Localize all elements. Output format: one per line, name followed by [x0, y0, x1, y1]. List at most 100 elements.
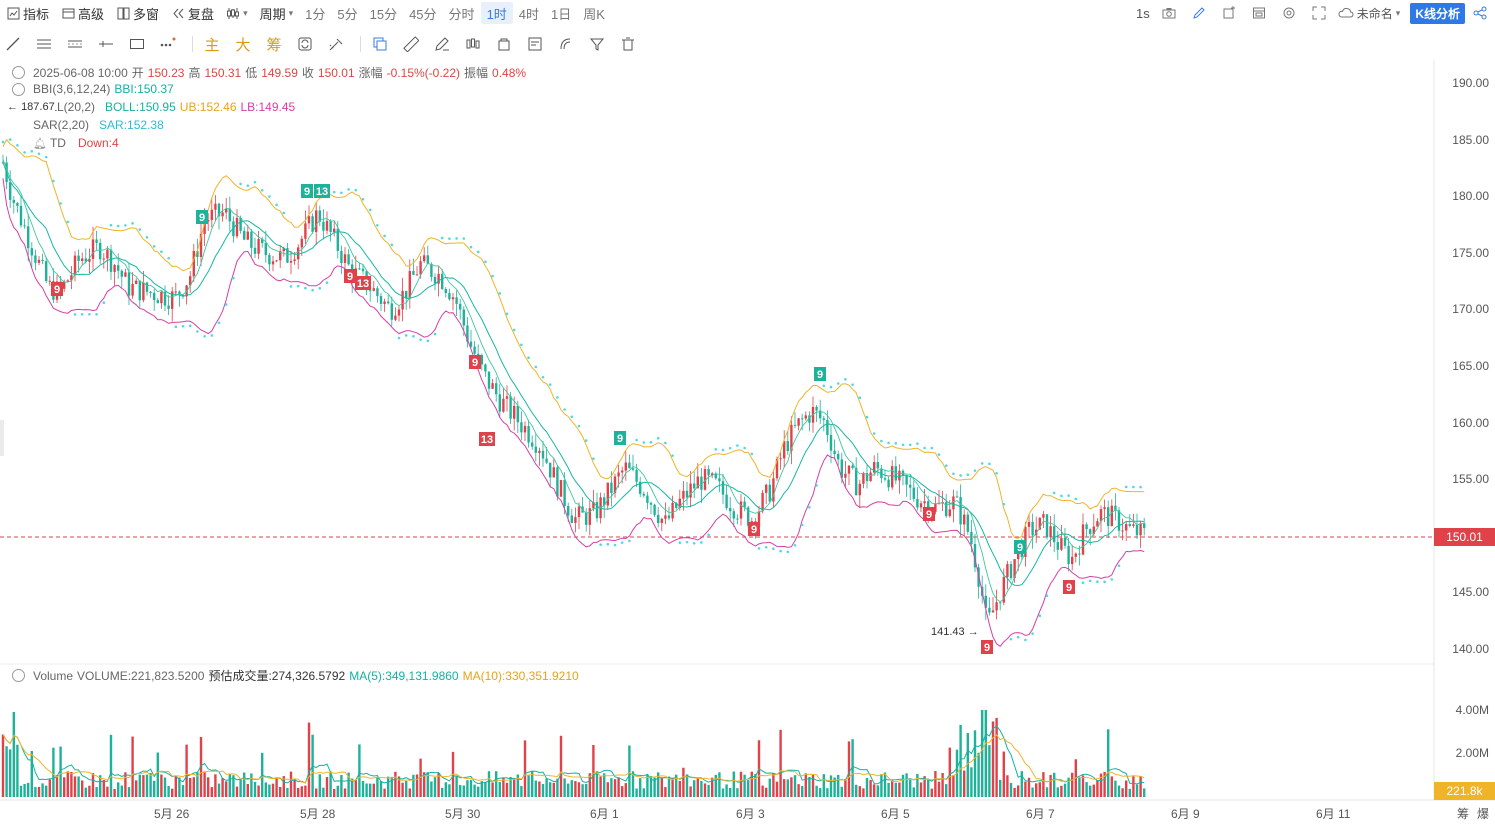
td-marker: 13: [355, 276, 371, 290]
period-tab[interactable]: 4时: [518, 6, 540, 22]
volume-legend: Volume VOLUME:221,823.5200 预估成交量:274,326…: [12, 667, 583, 684]
layout-cloud-dropdown[interactable]: 未命名 ▾: [1338, 2, 1400, 24]
low-marker-value: 141.43: [931, 626, 965, 638]
volume-bar: [1053, 772, 1056, 797]
volume-bar: [207, 777, 210, 797]
candle-body: [667, 515, 671, 519]
cross-tool-icon[interactable]: [93, 31, 119, 57]
sar-dot: [253, 180, 257, 184]
volume-bar: [257, 785, 260, 797]
candle-body: [387, 301, 390, 304]
trash-icon[interactable]: [615, 31, 641, 57]
camera-icon[interactable]: [1158, 2, 1180, 24]
collapse-icon[interactable]: [12, 66, 25, 79]
sar-dot: [743, 446, 746, 450]
save-layout-icon[interactable]: [1248, 2, 1270, 24]
collapse-icon[interactable]: [12, 669, 25, 682]
candle-body: [747, 507, 750, 526]
sar-dot: [656, 436, 660, 440]
settings-icon[interactable]: [1278, 2, 1300, 24]
period-tab[interactable]: 15分: [369, 6, 398, 22]
replay-button[interactable]: 复盘: [165, 0, 220, 26]
filter-icon[interactable]: [584, 31, 610, 57]
big-order-tool[interactable]: 大: [235, 36, 251, 54]
burst-corner-label[interactable]: 爆: [1477, 807, 1490, 821]
volume-bar: [613, 779, 617, 797]
candle-body: [181, 294, 185, 297]
add-panel-icon[interactable]: [1218, 2, 1240, 24]
period-tab[interactable]: 1时: [480, 2, 513, 24]
candle-body: [282, 248, 285, 252]
sar-dot: [584, 439, 588, 442]
td-marker-box: [314, 184, 330, 198]
candle-body: [1078, 553, 1081, 555]
sar-legend: SAR(2,20) SAR:152.38: [33, 118, 168, 132]
period-dropdown[interactable]: 周期 ▾: [254, 0, 300, 26]
rect-tool-icon[interactable]: [124, 31, 150, 57]
main-chart-tool[interactable]: 主: [204, 36, 220, 54]
candle-body: [552, 467, 555, 478]
boll-legend: BOLL(20,2) BOLL:150.95 UB:152.46 LB:149.…: [33, 100, 299, 114]
sar-dot: [671, 454, 674, 457]
td-marker-text: 13: [481, 434, 493, 446]
td-marker-box: [814, 367, 826, 381]
candle-body: [559, 479, 563, 497]
share-icon[interactable]: [1469, 2, 1491, 24]
candle-body: [271, 261, 275, 265]
volume-bar: [851, 739, 854, 797]
channel-tool-icon[interactable]: [62, 31, 88, 57]
kline-analysis-button[interactable]: K线分析: [1410, 2, 1465, 24]
interval-label[interactable]: 1s: [1136, 5, 1150, 21]
volume-bar: [747, 780, 750, 797]
candle-body: [376, 288, 379, 297]
candle-body: [837, 453, 840, 460]
volume-bar: [52, 747, 55, 797]
candle-body: [952, 496, 955, 510]
boll-mid-line: [2, 162, 1145, 587]
volume-bar: [991, 721, 995, 797]
volume-bar: [189, 777, 192, 797]
eraser-brush-icon[interactable]: [323, 31, 349, 57]
more-tool-icon[interactable]: [155, 31, 181, 57]
line-tool-icon[interactable]: [0, 31, 26, 57]
lock-icon[interactable]: [491, 31, 517, 57]
period-tab[interactable]: 周K: [583, 6, 605, 22]
advanced-button[interactable]: 高级: [55, 0, 110, 26]
period-tab[interactable]: 分时: [448, 6, 475, 22]
candle-body: [808, 415, 811, 423]
bell-icon[interactable]: 🔔︎: [33, 137, 47, 150]
chart-type-button[interactable]: ▾: [220, 0, 254, 26]
note-icon[interactable]: [522, 31, 548, 57]
ruler-icon[interactable]: [398, 31, 424, 57]
chip-corner-label[interactable]: 筹: [1457, 807, 1470, 821]
volume-bar: [217, 783, 221, 797]
sync-icon[interactable]: [292, 31, 318, 57]
bbi-value: BBI:150.37: [114, 82, 174, 96]
candle-body: [77, 255, 80, 261]
period-tab[interactable]: 1日: [551, 6, 572, 22]
candles-icon[interactable]: [460, 31, 486, 57]
hline-tool-icon[interactable]: [31, 31, 57, 57]
collapse-icon[interactable]: [12, 82, 25, 96]
candle-body: [855, 467, 858, 496]
period-tab[interactable]: 5分: [337, 6, 358, 22]
pen-icon[interactable]: [429, 31, 455, 57]
period-tab[interactable]: 45分: [409, 6, 437, 22]
fullscreen-icon[interactable]: [1308, 2, 1330, 24]
volume-bar: [696, 777, 699, 797]
multi-window-button[interactable]: 多窗: [110, 0, 165, 26]
volume-ma5-line: [2, 725, 1145, 785]
sar-dot: [887, 441, 890, 445]
volume-bar: [869, 780, 872, 797]
copy-icon[interactable]: [367, 31, 393, 57]
period-tab[interactable]: 1分: [305, 6, 326, 22]
td-marker-box: [51, 282, 63, 296]
high-marker-value: 187.67: [21, 101, 55, 113]
chip-tool[interactable]: 筹: [266, 36, 282, 54]
pen-icon[interactable]: [1188, 2, 1210, 24]
volume-bar: [837, 774, 840, 797]
magnet-icon[interactable]: [553, 31, 579, 57]
indicator-button[interactable]: 指标: [0, 0, 55, 26]
volume-bar: [369, 783, 372, 797]
